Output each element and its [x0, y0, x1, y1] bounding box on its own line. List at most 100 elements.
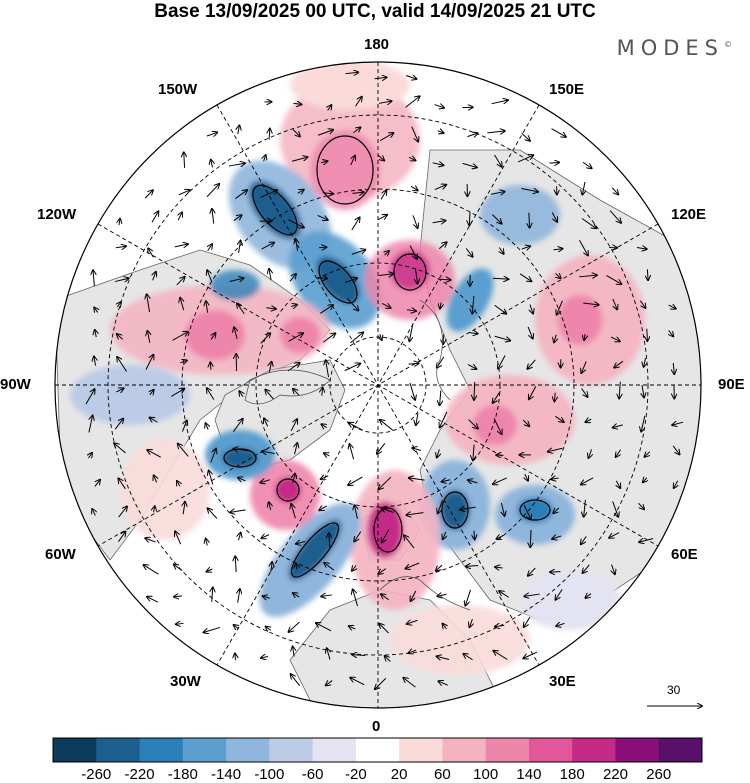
- wind-vector: [147, 450, 161, 458]
- wind-vector: [492, 214, 501, 224]
- wind-vector: [530, 529, 531, 547]
- wind-vector: [668, 305, 676, 309]
- wind-vector: [289, 274, 296, 282]
- wind-vector: [154, 506, 155, 513]
- wind-vector: [351, 250, 365, 255]
- wind-vector: [672, 422, 684, 425]
- wind-vector: [350, 444, 355, 460]
- wind-vector: [92, 509, 95, 516]
- wind-vector: [556, 274, 561, 279]
- wind-vector: [118, 506, 127, 518]
- wind-vector: [472, 295, 474, 314]
- wind-vector: [328, 105, 332, 110]
- coastlines: [244, 299, 471, 611]
- wind-vector: [151, 211, 158, 223]
- wind-vector: [212, 587, 213, 602]
- lon-label-150w: 150W: [158, 81, 198, 98]
- wind-vector: [296, 563, 297, 570]
- wind-vector: [407, 620, 418, 624]
- wind-vector: [115, 246, 126, 248]
- wind-vector: [232, 419, 242, 433]
- wind-vector: [442, 480, 451, 482]
- wind-vector: [289, 621, 300, 632]
- wind-vector: [606, 274, 621, 284]
- wind-vector: [636, 247, 647, 249]
- lon-label-120w: 120W: [37, 206, 77, 223]
- wind-vector: [415, 268, 417, 283]
- graticule: [55, 62, 701, 708]
- wind-vector: [290, 419, 297, 432]
- wind-vector: [348, 476, 363, 485]
- wind-vector: [406, 513, 424, 515]
- wind-vector: [468, 419, 478, 429]
- wind-vector: [409, 382, 415, 400]
- wind-vector: [497, 535, 504, 539]
- wind-vector: [585, 594, 592, 598]
- wind-vector: [527, 359, 536, 369]
- wind-vector: [642, 384, 644, 397]
- wind-vector: [557, 300, 563, 315]
- wind-vector: [378, 568, 387, 574]
- wind-vector: [288, 219, 303, 228]
- wind-vector: [614, 360, 624, 367]
- wind-vector: [295, 443, 298, 455]
- wind-vector: [673, 363, 674, 374]
- wind-vector: [94, 307, 98, 312]
- wind-vector: [375, 677, 387, 689]
- wind-vector: [521, 189, 539, 192]
- colorbar-tick-label: 60: [434, 766, 451, 783]
- wind-vector: [643, 478, 647, 482]
- colorbar-swatch: [355, 738, 400, 762]
- wind-vector: [582, 564, 590, 573]
- lon-label-30w: 30W: [170, 673, 201, 690]
- wind-vector: [290, 305, 297, 307]
- wind-vector: [207, 569, 213, 572]
- wind-vector: [327, 648, 330, 660]
- wind-vector: [234, 449, 249, 451]
- wind-vector: [381, 303, 390, 308]
- wind-vector: [178, 190, 190, 196]
- wind-vector: [317, 130, 333, 136]
- wind-vector: [638, 502, 644, 509]
- colorbar-swatch: [312, 738, 357, 762]
- wind-vector: [380, 420, 394, 431]
- wind-vector: [117, 357, 127, 372]
- wind-vector: [352, 655, 366, 656]
- wind-vector: [494, 335, 511, 340]
- wind-vector: [474, 530, 475, 540]
- wind-vector: [319, 506, 327, 510]
- wind-vector: [88, 453, 92, 458]
- wind-vector: [647, 328, 648, 341]
- wind-vector: [238, 478, 246, 481]
- wind-vector: [293, 593, 300, 597]
- wind-vector: [264, 418, 268, 427]
- wind-vector: [406, 310, 416, 311]
- wind-vector: [346, 297, 358, 310]
- wind-vector: [493, 477, 507, 484]
- wind-vector: [378, 274, 393, 276]
- colorbar-tick-label: -220: [124, 766, 155, 783]
- wind-vector: [551, 212, 557, 221]
- colorbar-swatch: [442, 738, 487, 762]
- wind-vector: [269, 129, 270, 140]
- wind-vector: [238, 533, 240, 541]
- wind-vector: [154, 475, 157, 483]
- wind-vector: [228, 163, 245, 166]
- wind-vector: [382, 528, 390, 542]
- wind-vector: [437, 656, 450, 659]
- wind-vector: [641, 415, 646, 432]
- lon-label-150e: 150E: [549, 81, 585, 98]
- wind-vector: [523, 504, 531, 519]
- wind-vector: [322, 388, 323, 396]
- wind-vector: [292, 129, 300, 136]
- wind-vector: [432, 221, 446, 223]
- wind-vector: [116, 388, 123, 392]
- wind-vector: [639, 539, 654, 542]
- wind-vector: [412, 215, 418, 228]
- map-boundary: [54, 61, 702, 709]
- colorbar-tick-label: -20: [345, 766, 367, 783]
- wind-vector: [548, 448, 563, 451]
- wind-vector: [207, 270, 213, 282]
- wind-vector: [495, 567, 503, 568]
- wind-vector: [178, 212, 182, 221]
